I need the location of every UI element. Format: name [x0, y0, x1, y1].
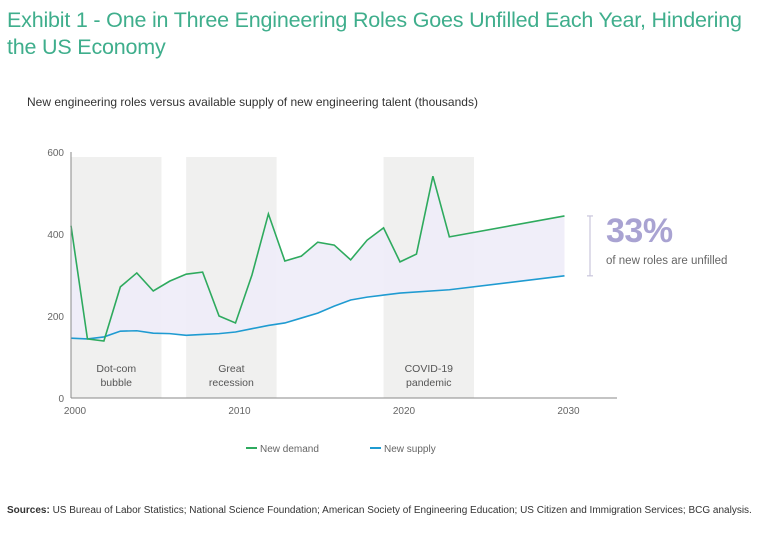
shaded-period-0	[71, 157, 162, 398]
series-line-new-supply	[70, 275, 565, 340]
x-tick-label: 2010	[228, 406, 251, 417]
chart-subtitle: New engineering roles versus available s…	[27, 95, 478, 109]
sources-label: Sources:	[7, 505, 50, 516]
y-tick-label: 600	[47, 148, 64, 159]
legend-label-new-demand: New demand	[260, 444, 319, 455]
y-tick-label: 400	[47, 230, 64, 241]
shaded-period-label: Great	[218, 363, 244, 375]
axes	[70, 152, 617, 399]
shaded-period-label: bubble	[100, 377, 132, 389]
exhibit-title: Exhibit 1 - One in Three Engineering Rol…	[7, 8, 742, 59]
x-tick-label: 2000	[64, 406, 87, 417]
sources-note: Sources: US Bureau of Labor Statistics; …	[7, 505, 767, 518]
x-tick-label: 2030	[557, 406, 580, 417]
gap-bracket	[587, 215, 593, 277]
series-line-new-demand	[70, 175, 565, 342]
callout-text: of new roles are unfilled	[606, 255, 728, 267]
shaded-period-label: Dot-com	[96, 363, 136, 375]
legend-label-new-supply: New supply	[384, 444, 436, 455]
callout-percentage: 33%	[606, 212, 673, 250]
demand-supply-gap-area	[71, 176, 565, 342]
shaded-period-label: COVID-19	[405, 363, 454, 375]
y-tick-label: 200	[47, 312, 64, 323]
tick-labels: 0 200 400 600 2000 2010 2020 2030	[47, 148, 580, 417]
y-tick-label: 0	[58, 394, 64, 405]
x-tick-label: 2020	[393, 406, 416, 417]
shaded-period-label: recession	[209, 377, 254, 389]
shaded-period-label: pandemic	[406, 377, 452, 389]
legend: New demand New supply	[246, 444, 436, 455]
sources-text: US Bureau of Labor Statistics; National …	[49, 505, 752, 516]
